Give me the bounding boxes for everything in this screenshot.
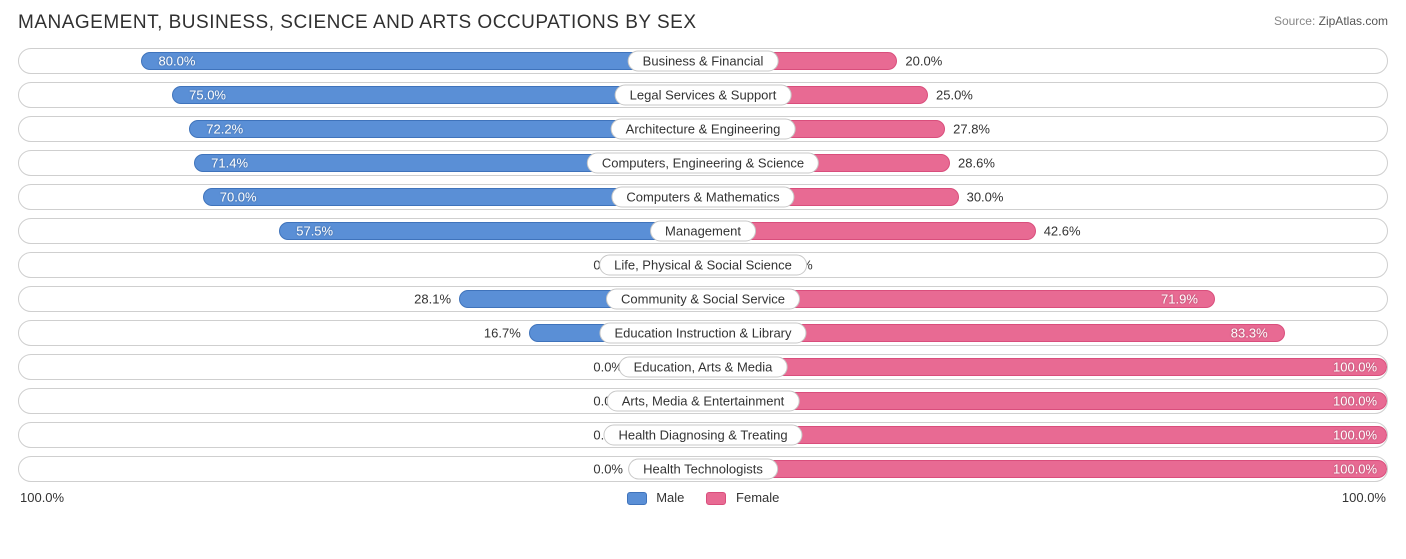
female-pct-label: 100.0% xyxy=(1333,462,1377,477)
axis-row: 100.0% Male Female 100.0% xyxy=(18,490,1388,505)
chart-row: 75.0% 25.0% Legal Services & Support xyxy=(18,82,1388,108)
axis-right-label: 100.0% xyxy=(1342,490,1386,505)
legend-male: Male xyxy=(627,490,685,505)
chart-row: 70.0% 30.0% Computers & Mathematics xyxy=(18,184,1388,210)
chart-header: MANAGEMENT, BUSINESS, SCIENCE AND ARTS O… xyxy=(18,12,1388,34)
male-pct-label: 0.0% xyxy=(593,462,623,477)
female-bar xyxy=(703,460,1387,478)
row-category-label: Arts, Media & Entertainment xyxy=(607,391,800,412)
chart-row: 80.0% 20.0% Business & Financial xyxy=(18,48,1388,74)
row-category-label: Life, Physical & Social Science xyxy=(599,255,807,276)
male-pct-label: 57.5% xyxy=(296,224,333,239)
female-pct-label: 27.8% xyxy=(953,122,990,137)
axis-left-label: 100.0% xyxy=(20,490,64,505)
source-label: Source: xyxy=(1274,14,1315,28)
male-pct-label: 71.4% xyxy=(211,156,248,171)
female-pct-label: 28.6% xyxy=(958,156,995,171)
row-category-label: Health Diagnosing & Treating xyxy=(603,425,802,446)
female-pct-label: 100.0% xyxy=(1333,360,1377,375)
female-bar xyxy=(703,358,1387,376)
chart-row: 0.0%0.0%Life, Physical & Social Science xyxy=(18,252,1388,278)
female-pct-label: 42.6% xyxy=(1044,224,1081,239)
chart-row: 57.5% 42.6% Management xyxy=(18,218,1388,244)
female-pct-label: 71.9% xyxy=(1161,292,1198,307)
legend-female-label: Female xyxy=(736,490,779,505)
legend: Male Female xyxy=(627,490,780,505)
male-pct-label: 16.7% xyxy=(484,326,521,341)
male-swatch xyxy=(627,492,647,505)
source-value: ZipAtlas.com xyxy=(1319,14,1388,28)
male-pct-label: 80.0% xyxy=(159,54,196,69)
male-bar xyxy=(279,222,703,240)
chart-row: 71.4% 28.6% Computers, Engineering & Scien… xyxy=(18,150,1388,176)
female-pct-label: 20.0% xyxy=(905,54,942,69)
chart-source: Source: ZipAtlas.com xyxy=(1274,14,1388,28)
chart-row: 16.7% 83.3% Education Instruction & Librar… xyxy=(18,320,1388,346)
legend-female: Female xyxy=(706,490,779,505)
male-bar xyxy=(141,52,703,70)
row-category-label: Business & Financial xyxy=(628,51,779,72)
chart-row: 72.2% 27.8% Architecture & Engineering xyxy=(18,116,1388,142)
row-category-label: Architecture & Engineering xyxy=(611,119,796,140)
female-pct-label: 100.0% xyxy=(1333,394,1377,409)
chart-title: MANAGEMENT, BUSINESS, SCIENCE AND ARTS O… xyxy=(18,12,697,34)
row-category-label: Management xyxy=(650,221,756,242)
male-pct-label: 70.0% xyxy=(220,190,257,205)
male-pct-label: 72.2% xyxy=(206,122,243,137)
female-swatch xyxy=(706,492,726,505)
female-bar xyxy=(703,426,1387,444)
male-pct-label: 28.1% xyxy=(414,292,451,307)
row-category-label: Community & Social Service xyxy=(606,289,800,310)
chart-row: 0.0%100.0%Arts, Media & Entertainment xyxy=(18,388,1388,414)
row-category-label: Legal Services & Support xyxy=(615,85,792,106)
row-category-label: Health Technologists xyxy=(628,459,778,480)
row-category-label: Computers & Mathematics xyxy=(611,187,794,208)
chart-row: 0.0%100.0%Health Diagnosing & Treating xyxy=(18,422,1388,448)
female-pct-label: 83.3% xyxy=(1231,326,1268,341)
chart-area: 80.0% 20.0% Business & Financial 75.0% 25.0%… xyxy=(18,48,1388,482)
female-bar xyxy=(703,392,1387,410)
row-category-label: Education Instruction & Library xyxy=(599,323,806,344)
legend-male-label: Male xyxy=(656,490,684,505)
chart-row: 0.0%100.0%Education, Arts & Media xyxy=(18,354,1388,380)
male-pct-label: 75.0% xyxy=(189,88,226,103)
female-pct-label: 100.0% xyxy=(1333,428,1377,443)
row-category-label: Education, Arts & Media xyxy=(619,357,788,378)
chart-row: 28.1% 71.9% Community & Social Service xyxy=(18,286,1388,312)
female-pct-label: 30.0% xyxy=(967,190,1004,205)
chart-row: 0.0% 100.0% Health Technologists xyxy=(18,456,1388,482)
row-category-label: Computers, Engineering & Science xyxy=(587,153,819,174)
female-pct-label: 25.0% xyxy=(936,88,973,103)
